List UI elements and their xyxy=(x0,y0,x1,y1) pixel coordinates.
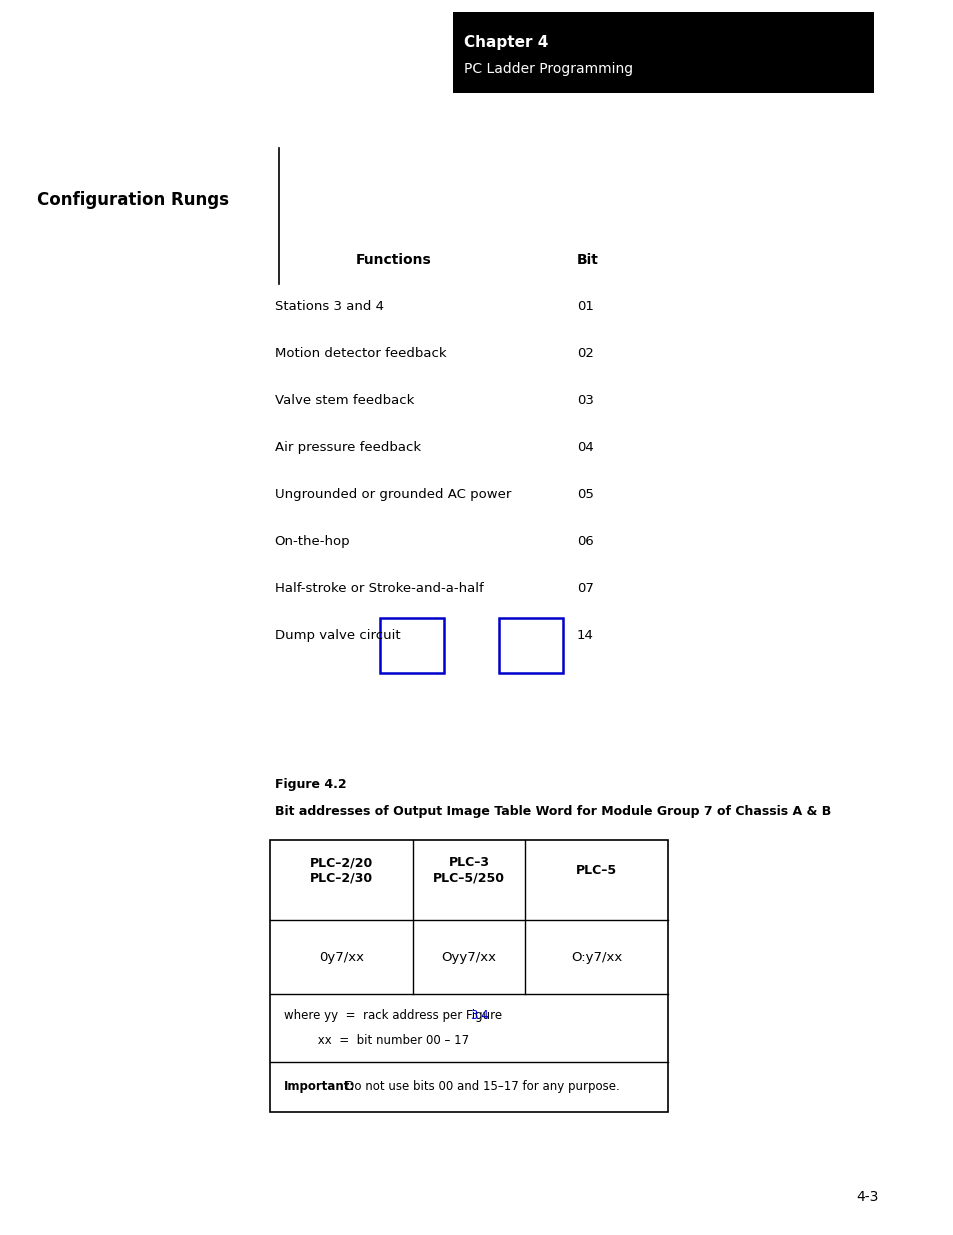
Text: Stations 3 and 4: Stations 3 and 4 xyxy=(274,300,383,314)
Text: 14: 14 xyxy=(576,629,593,642)
Text: 05: 05 xyxy=(576,488,593,501)
Text: Half-stroke or Stroke-and-a-half: Half-stroke or Stroke-and-a-half xyxy=(274,582,483,595)
Text: PLC–2/20
PLC–2/30: PLC–2/20 PLC–2/30 xyxy=(310,856,373,884)
Text: 06: 06 xyxy=(576,535,593,548)
Text: PLC–3
PLC–5/250: PLC–3 PLC–5/250 xyxy=(433,856,504,884)
Text: xx  =  bit number 00 – 17: xx = bit number 00 – 17 xyxy=(283,1034,468,1047)
Text: Oyy7/xx: Oyy7/xx xyxy=(441,951,497,963)
Text: 02: 02 xyxy=(576,347,593,361)
Text: Valve stem feedback: Valve stem feedback xyxy=(274,394,414,408)
Text: Important:: Important: xyxy=(283,1081,355,1093)
Text: 03: 03 xyxy=(576,394,593,408)
Text: 04: 04 xyxy=(576,441,593,454)
Text: 3.4: 3.4 xyxy=(470,1009,488,1023)
Text: Bit addresses of Output Image Table Word for Module Group 7 of Chassis A & B: Bit addresses of Output Image Table Word… xyxy=(274,805,830,819)
Text: where yy  =  rack address per Figure: where yy = rack address per Figure xyxy=(283,1009,505,1023)
Text: Figure 4.2: Figure 4.2 xyxy=(274,778,346,792)
Text: PLC–5: PLC–5 xyxy=(576,863,617,877)
Text: 0y7/xx: 0y7/xx xyxy=(319,951,364,963)
Bar xyxy=(270,840,667,1112)
Text: Chapter 4: Chapter 4 xyxy=(463,35,548,49)
Text: Dump valve circuit: Dump valve circuit xyxy=(274,629,400,642)
Text: PC Ladder Programming: PC Ladder Programming xyxy=(463,62,633,75)
FancyBboxPatch shape xyxy=(453,12,873,93)
Text: Air pressure feedback: Air pressure feedback xyxy=(274,441,420,454)
Text: Configuration Rungs: Configuration Rungs xyxy=(36,191,229,210)
Text: Bit: Bit xyxy=(576,253,598,267)
Bar xyxy=(379,618,443,673)
Text: 07: 07 xyxy=(576,582,593,595)
Bar xyxy=(498,618,562,673)
Text: On-the-hop: On-the-hop xyxy=(274,535,350,548)
Text: Do not use bits 00 and 15–17 for any purpose.: Do not use bits 00 and 15–17 for any pur… xyxy=(334,1081,619,1093)
Text: Ungrounded or grounded AC power: Ungrounded or grounded AC power xyxy=(274,488,511,501)
Text: O:y7/xx: O:y7/xx xyxy=(570,951,621,963)
Text: Motion detector feedback: Motion detector feedback xyxy=(274,347,446,361)
Text: Functions: Functions xyxy=(355,253,431,267)
Text: 01: 01 xyxy=(576,300,593,314)
Text: 4-3: 4-3 xyxy=(856,1191,878,1204)
